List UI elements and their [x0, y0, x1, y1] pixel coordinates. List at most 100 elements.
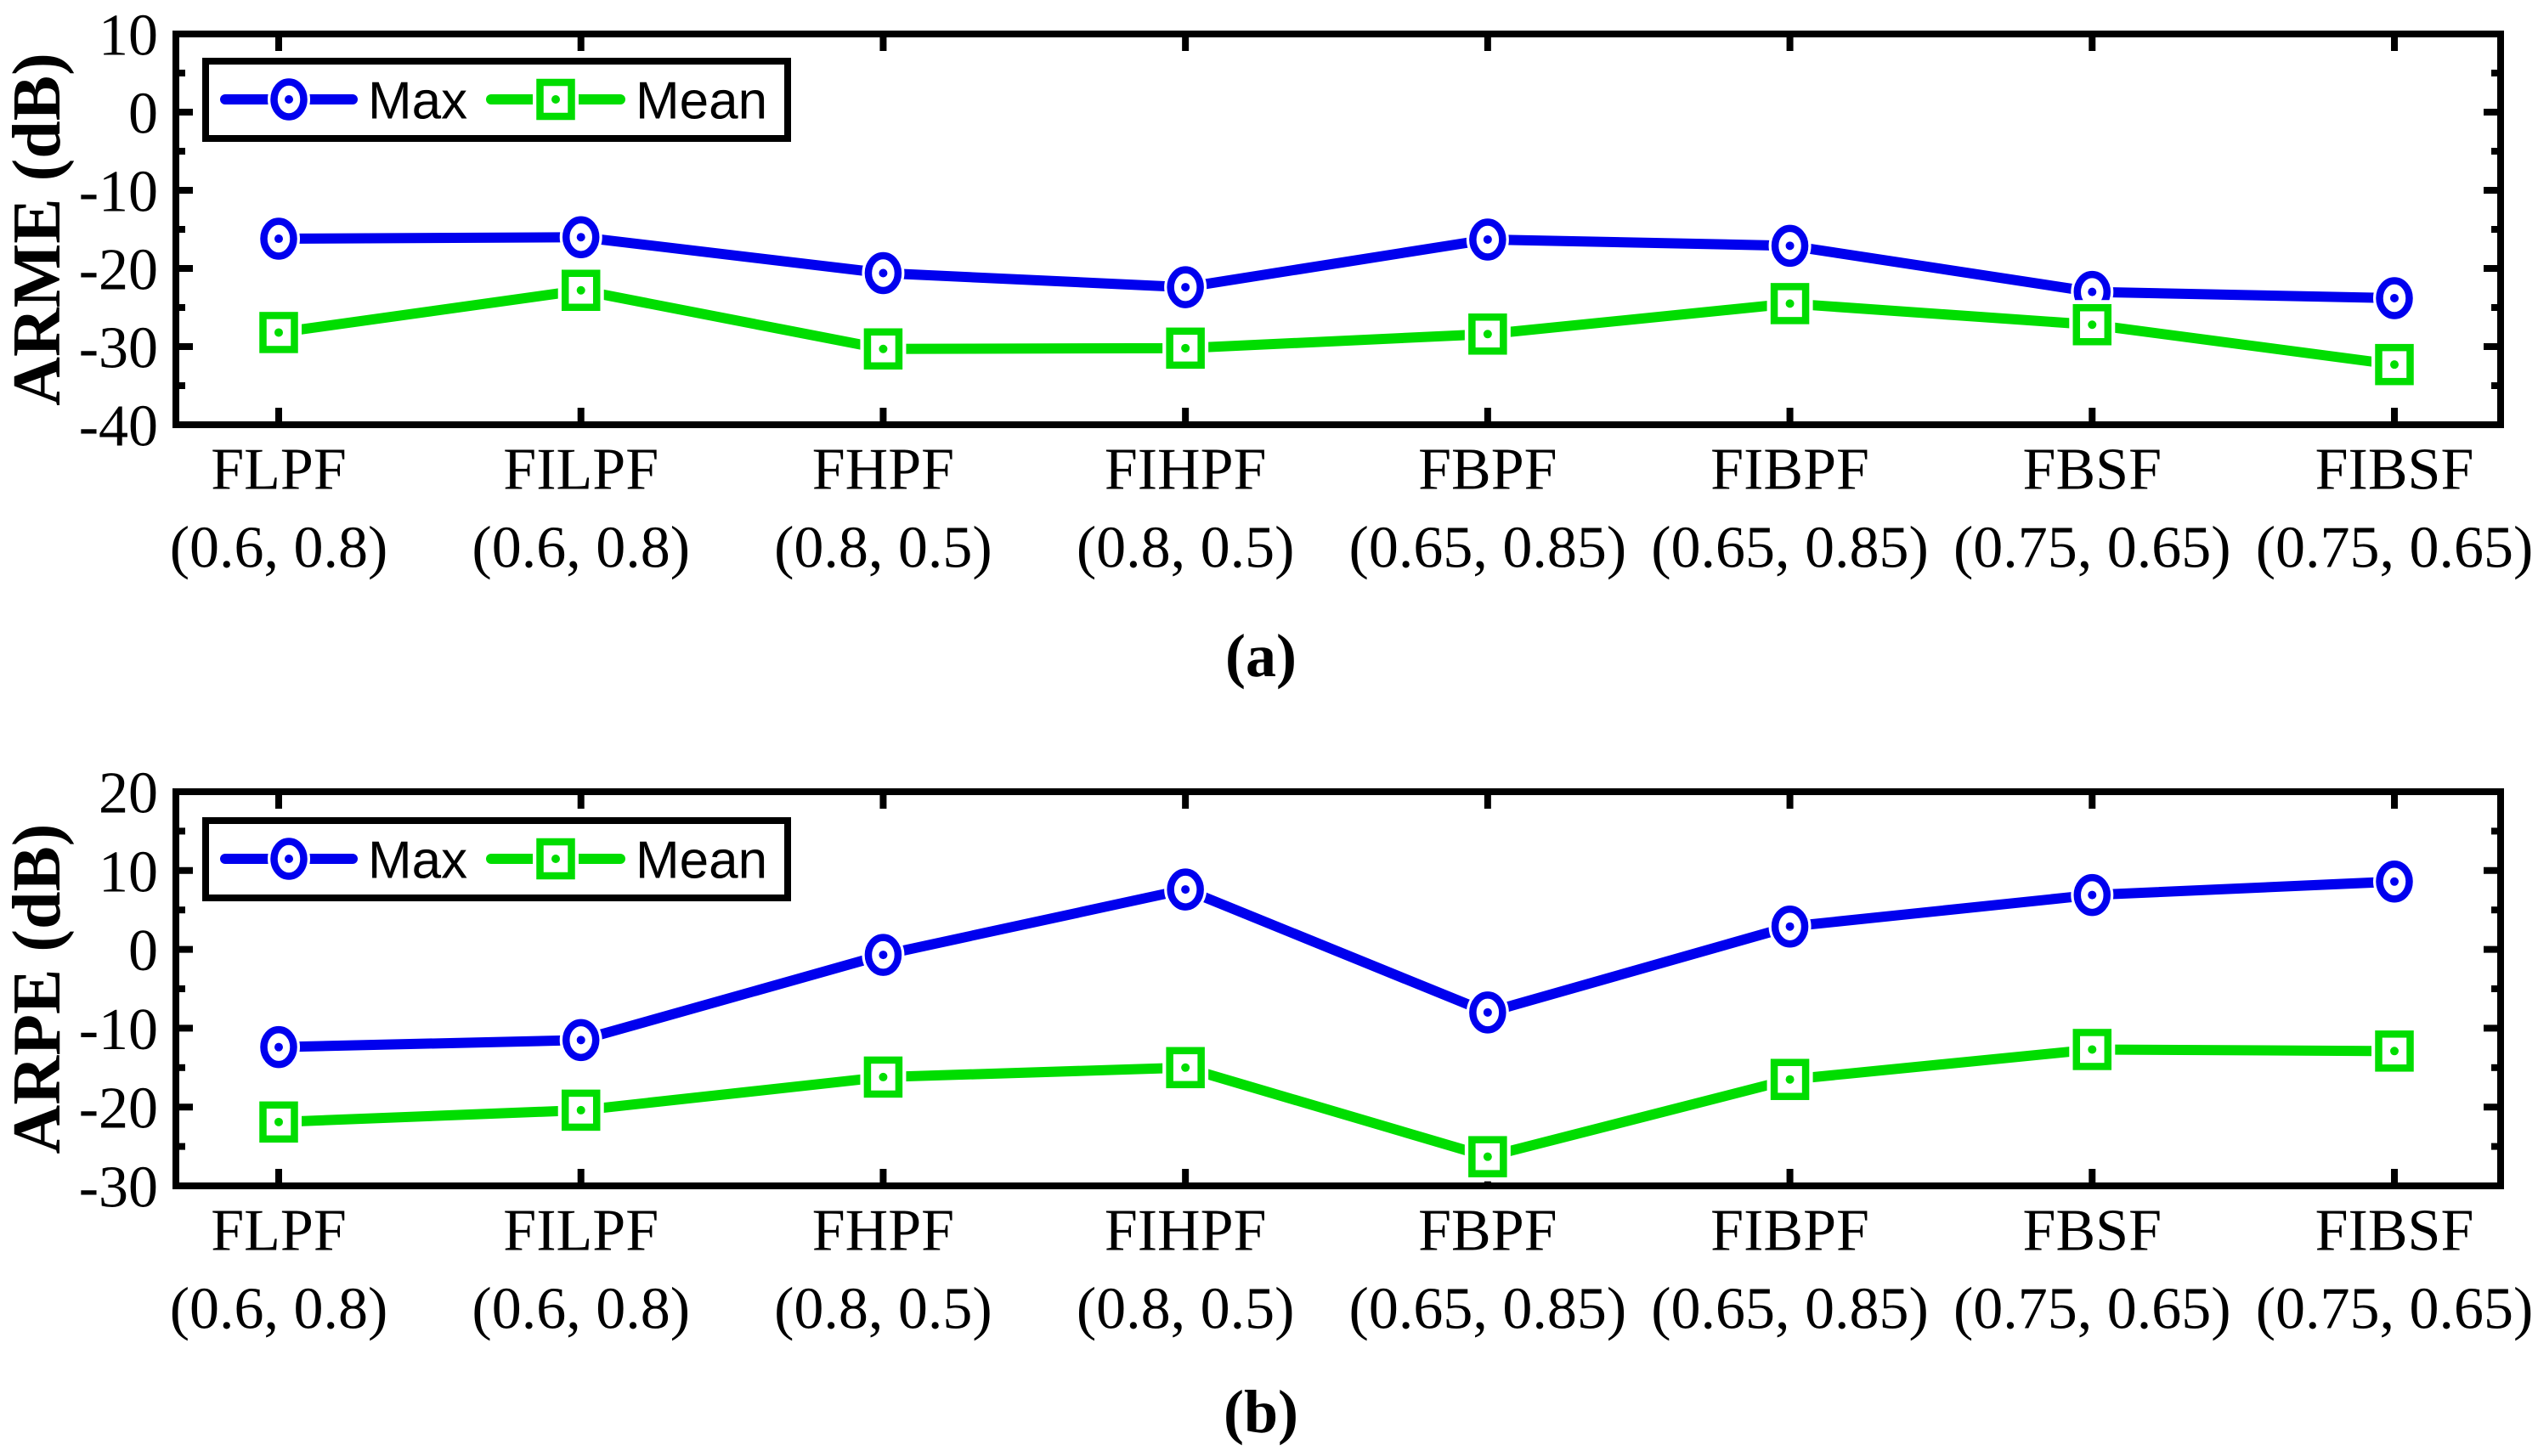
series-markers-max: [257, 857, 2416, 1071]
marker-center-dot: [879, 951, 888, 960]
x-category-params: (0.65, 0.85): [1651, 516, 1929, 581]
axis-ticks: [176, 31, 2501, 428]
x-category-params: (0.6, 0.8): [472, 516, 690, 581]
square-marker: [1770, 1058, 1810, 1100]
marker-center-dot: [2088, 890, 2097, 900]
x-category-label: FHPF: [812, 1199, 954, 1264]
square-marker: [561, 269, 601, 312]
marker-center-dot: [2390, 293, 2399, 302]
marker-center-dot: [879, 268, 888, 278]
x-category-label: FHPF: [812, 437, 954, 503]
x-category-params: (0.65, 0.85): [1651, 1277, 1929, 1342]
y-tick-label: 10: [99, 839, 158, 905]
x-category-label: FIBSF: [2315, 437, 2474, 503]
x-category-label: FBSF: [2023, 1199, 2162, 1264]
series-line-max: [274, 876, 2400, 1052]
x-category-params: (0.8, 0.5): [774, 516, 992, 581]
marker-center-dot: [1181, 283, 1190, 292]
x-category-params: (0.8, 0.5): [1077, 516, 1295, 581]
x-category-label: FILPF: [503, 1199, 659, 1264]
marker-center-dot: [285, 95, 293, 104]
y-tick-label: 0: [128, 918, 158, 984]
series-markers-max: [257, 213, 2416, 322]
x-category-params: (0.65, 0.85): [1349, 516, 1627, 581]
marker-center-dot: [576, 233, 585, 242]
marker-center-dot: [1785, 1075, 1795, 1084]
y-tick-label: -30: [79, 316, 158, 381]
marker-center-dot: [1785, 299, 1795, 308]
y-tick-label: -40: [79, 394, 158, 460]
square-marker: [1770, 283, 1810, 324]
x-category-label: FIBSF: [2315, 1199, 2474, 1264]
marker-center-dot: [2088, 1045, 2097, 1054]
x-category-label: FIBPF: [1710, 1199, 1869, 1264]
x-category-params: (0.75, 0.65): [2256, 1277, 2534, 1342]
series-markers-mean: [256, 1024, 2417, 1182]
series-line-max: [274, 232, 2400, 303]
y-tick-label: 0: [128, 82, 158, 147]
series-line-mean: [274, 1044, 2400, 1162]
x-category-params: (0.75, 0.65): [1953, 1277, 2231, 1342]
y-tick-label: 10: [99, 3, 158, 69]
y-axis-label: ARPE (dB): [0, 824, 75, 1154]
x-category-params: (0.6, 0.8): [170, 1277, 388, 1342]
marker-center-dot: [1483, 1007, 1492, 1017]
legend-label-mean: Mean: [636, 72, 767, 131]
axis-ticks: [176, 788, 2501, 1189]
marker-center-dot: [1785, 241, 1795, 251]
marker-center-dot: [1483, 330, 1492, 339]
y-tick-label: -20: [79, 1076, 158, 1142]
panel-caption: (b): [1224, 1378, 1298, 1446]
marker-center-dot: [1785, 922, 1795, 931]
x-category-params: (0.65, 0.85): [1349, 1277, 1627, 1342]
x-category-label: FBPF: [1418, 1199, 1557, 1264]
marker-center-dot: [879, 344, 888, 353]
marker-center-dot: [576, 285, 585, 295]
marker-center-dot: [1483, 234, 1492, 244]
square-marker: [2375, 343, 2414, 386]
x-category-label: FLPF: [211, 437, 347, 503]
series-line-mean: [274, 285, 2400, 370]
x-category-label: FLPF: [211, 1199, 347, 1264]
x-category-label: FBPF: [1418, 437, 1557, 503]
marker-center-dot: [2390, 1047, 2399, 1056]
marker-center-dot: [285, 855, 293, 863]
x-category-params: (0.8, 0.5): [1077, 1277, 1295, 1342]
x-category-label: FIHPF: [1105, 437, 1267, 503]
marker-center-dot: [576, 1105, 585, 1115]
marker-center-dot: [274, 328, 283, 337]
x-category-params: (0.75, 0.65): [1953, 516, 2231, 581]
marker-center-dot: [274, 1117, 283, 1126]
x-category-label: FIBPF: [1710, 437, 1869, 503]
x-category-label: FIHPF: [1105, 1199, 1267, 1264]
marker-center-dot: [879, 1072, 888, 1081]
marker-center-dot: [2390, 360, 2399, 370]
y-axis-label: ARME (dB): [0, 53, 75, 406]
marker-center-dot: [2390, 877, 2399, 886]
marker-center-dot: [1181, 1063, 1190, 1072]
marker-center-dot: [1181, 343, 1190, 353]
marker-center-dot: [1181, 885, 1190, 894]
legend-label-mean: Mean: [636, 832, 767, 890]
panel-b: 20 10 0 -10 -20 -30 FLPF (0.6, 0.8) FILPF (0.6, 0…: [0, 761, 2533, 1447]
legend: Max Mean: [202, 58, 791, 142]
square-marker: [259, 312, 298, 353]
legend-label-max: Max: [368, 72, 467, 131]
series-markers-mean: [256, 265, 2417, 390]
legend: Max Mean: [202, 817, 791, 901]
marker-center-dot: [274, 1042, 283, 1052]
legend-label-max: Max: [368, 832, 467, 890]
marker-center-dot: [576, 1036, 585, 1045]
y-tick-label: 20: [99, 761, 158, 827]
y-tick-label: -10: [79, 997, 158, 1063]
marker-center-dot: [551, 95, 560, 104]
panel-caption: (a): [1225, 622, 1297, 690]
x-category-params: (0.8, 0.5): [774, 1277, 992, 1342]
marker-center-dot: [2088, 287, 2097, 296]
marker-center-dot: [551, 855, 560, 863]
marker-center-dot: [2088, 320, 2097, 330]
x-category-label: FBSF: [2023, 437, 2162, 503]
x-category-params: (0.75, 0.65): [2256, 516, 2534, 581]
